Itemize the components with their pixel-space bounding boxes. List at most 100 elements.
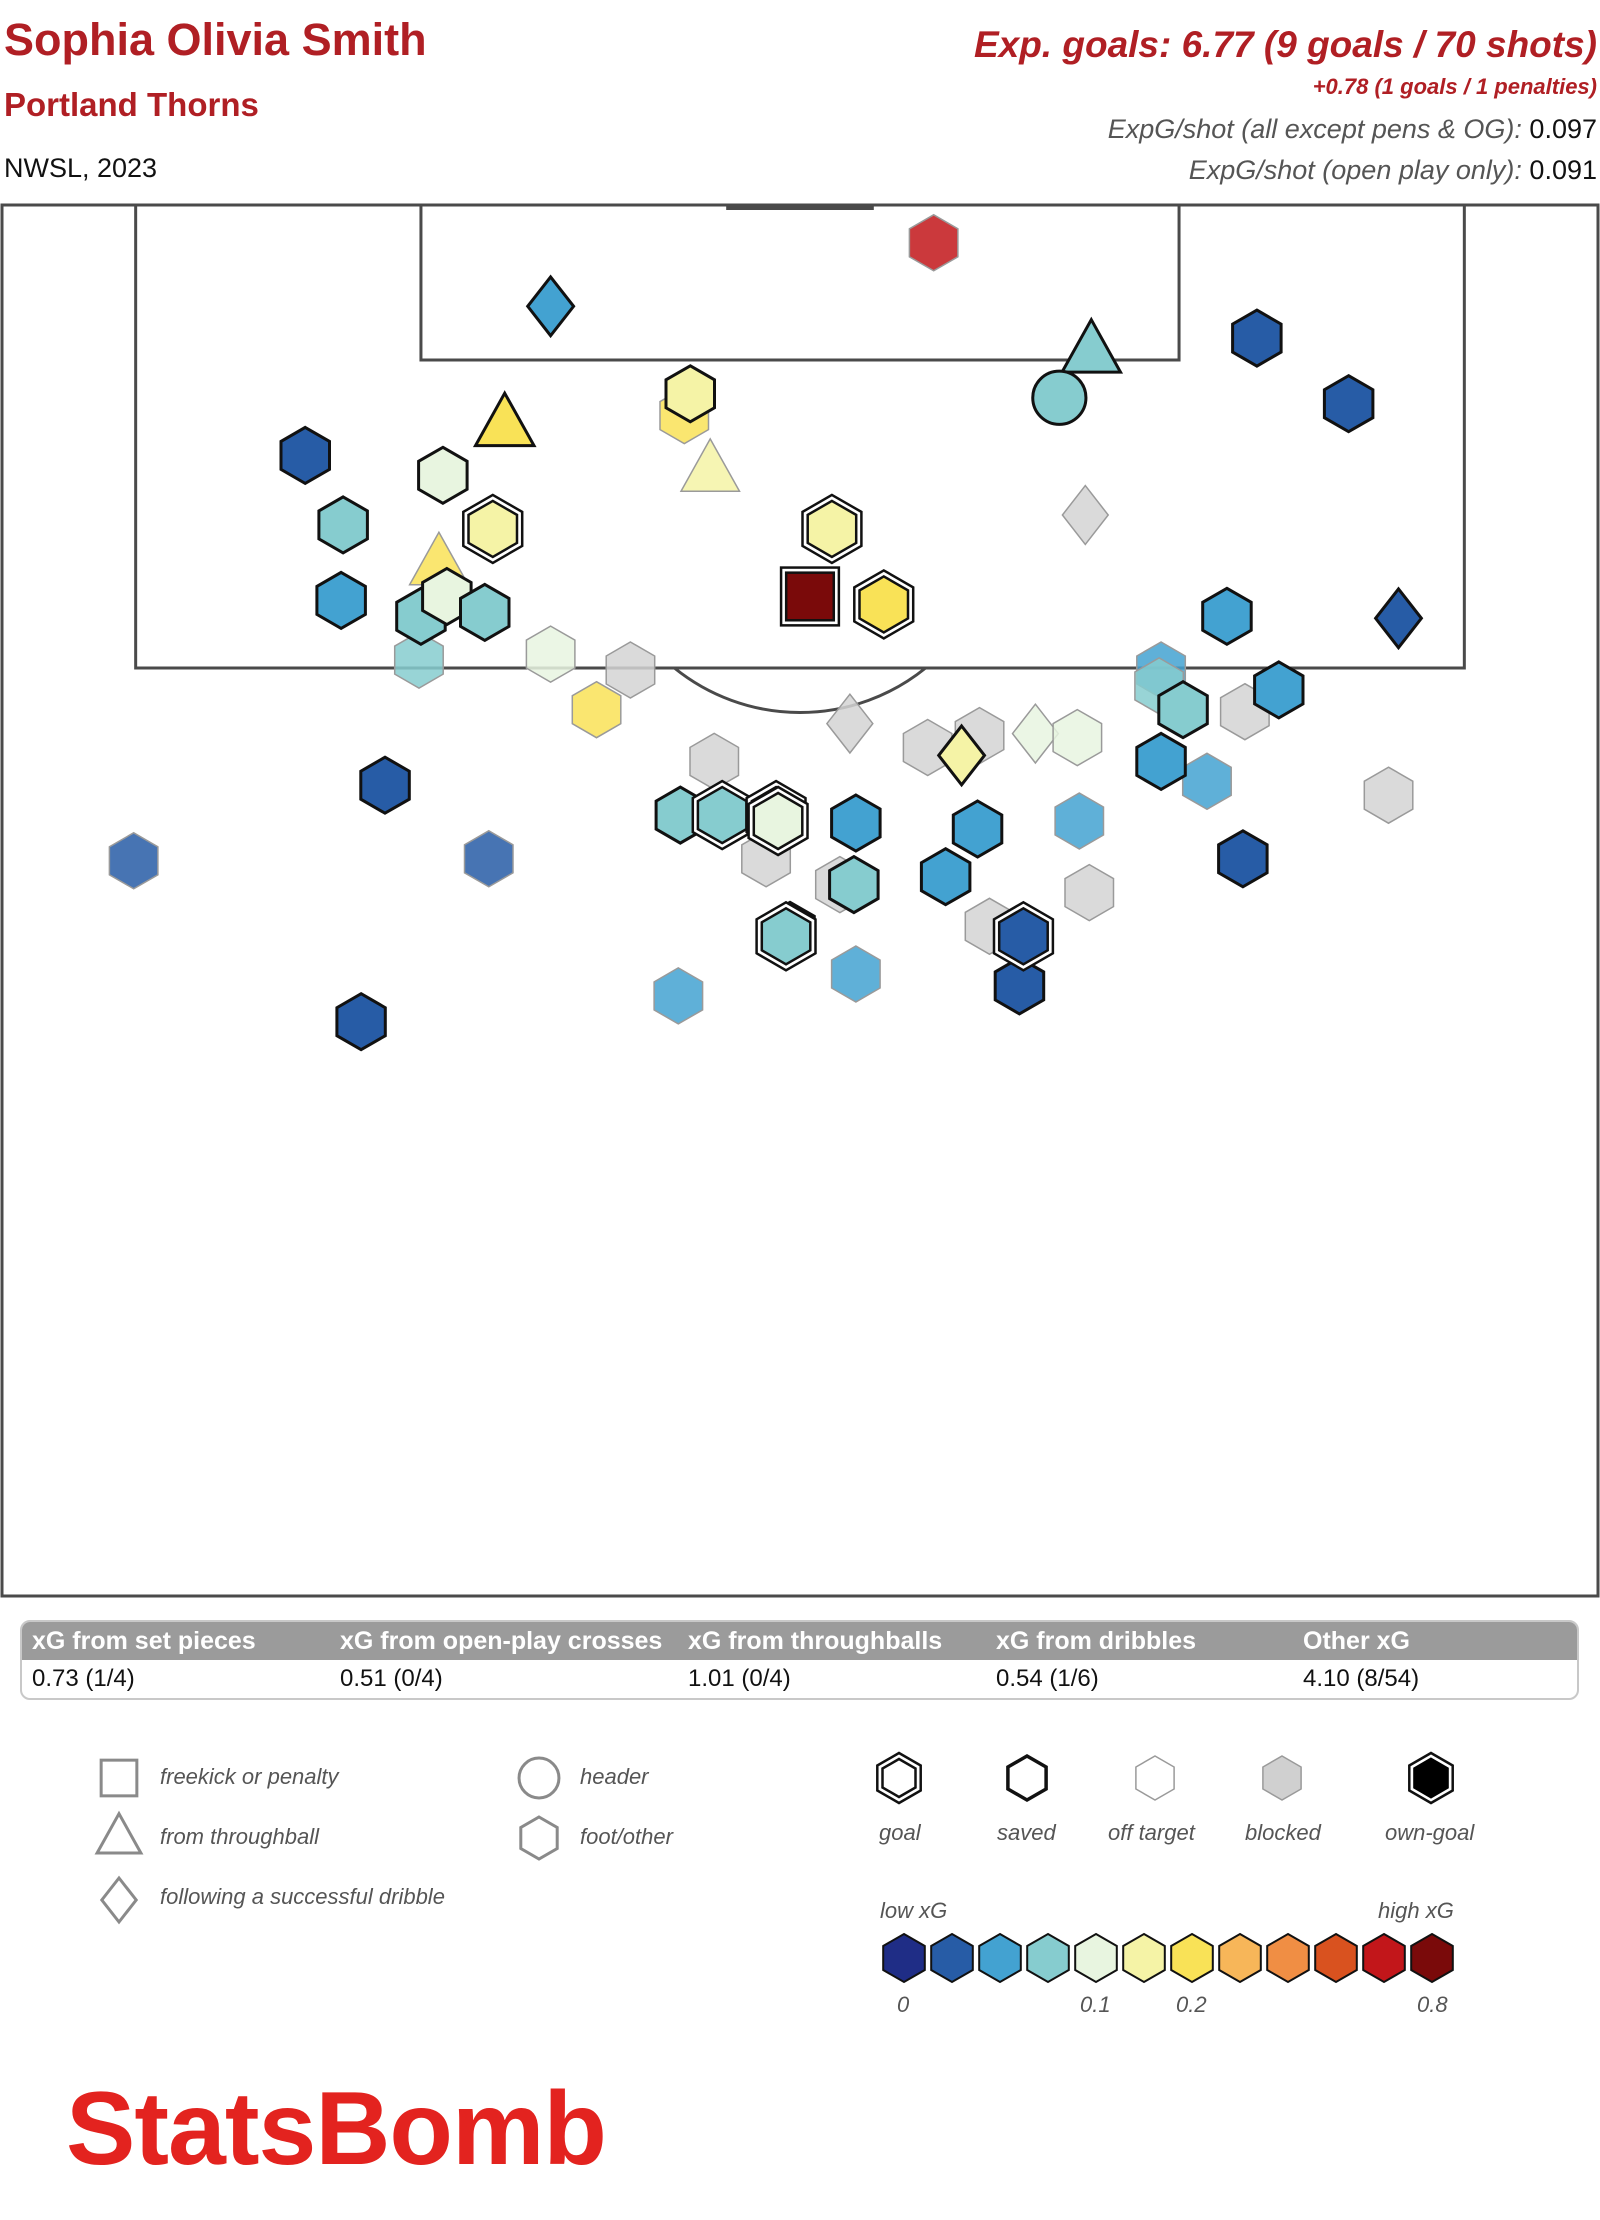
shot-marker-foot-goal	[755, 900, 817, 972]
legend-scale-swatch	[1218, 1932, 1262, 1984]
shot-marker-foot-saved	[1322, 373, 1375, 434]
shot-marker-foot-off-target	[393, 631, 444, 689]
table-header-crosses: xG from open-play crosses	[340, 1627, 663, 1655]
legend-outcome-own-goal	[1408, 1751, 1454, 1805]
shot-marker-foot-saved	[1135, 731, 1187, 792]
shot-marker-foot-saved	[993, 956, 1046, 1016]
shot-marker-foot-blocked	[1064, 863, 1115, 922]
legend-scale-swatch	[1074, 1932, 1118, 1984]
legend-scale-swatch	[1410, 1932, 1454, 1984]
shot-marker-foot-saved	[417, 445, 469, 506]
competition-label: NWSL, 2023	[4, 153, 158, 183]
table-header-throughballs: xG from throughballs	[688, 1627, 943, 1655]
xg-per-shot-label: ExpG/shot (all except pens & OG):	[1107, 114, 1522, 144]
shots-layer	[108, 213, 1424, 1052]
statsbomb-logo: StatsBomb	[66, 2071, 607, 2187]
legend-scale-tick-0-2: 0.2	[1176, 1992, 1207, 2017]
shot-marker-foot-saved	[335, 991, 387, 1052]
legend-scale-swatch	[1362, 1932, 1406, 1984]
legend-label-throughball: from throughball	[160, 1824, 319, 1849]
shot-marker-foot-off-target	[571, 680, 622, 739]
shot-marker-throughball-off-target	[679, 437, 741, 493]
legend-label-dribble: following a successful dribble	[160, 1884, 445, 1909]
penalty-summary: +0.78 (1 goals / 1 penalties)	[1312, 74, 1597, 99]
legend-shape-freekick	[99, 1758, 139, 1798]
table-value-dribbles: 0.54 (1/6)	[996, 1665, 1099, 1692]
shot-marker-header-saved	[1031, 369, 1088, 426]
legend-shape-foot	[519, 1815, 559, 1861]
shot-marker-foot-saved	[1231, 308, 1283, 368]
legend-scale-tick-0-8: 0.8	[1417, 1992, 1448, 2017]
shot-marker-foot-goal	[992, 900, 1055, 972]
shot-marker-dribble-saved	[525, 274, 576, 339]
xg-per-shot-open-play-value: 0.091	[1529, 155, 1597, 185]
shot-marker-foot-goal	[747, 785, 809, 857]
pitch-outline	[0, 203, 1600, 1598]
shot-marker-foot-off-target	[830, 945, 881, 1003]
shot-marker-dribble-blocked	[1061, 484, 1110, 546]
shot-marker-dribble-saved	[1373, 586, 1424, 651]
shot-marker-foot-saved	[919, 846, 972, 907]
shot-marker-foot-saved	[951, 799, 1004, 859]
table-header-set-pieces: xG from set pieces	[32, 1627, 256, 1655]
penalty-arc	[673, 666, 927, 715]
shot-marker-foot-saved	[1253, 660, 1305, 720]
shot-marker-foot-saved	[664, 364, 716, 424]
legend-shape-dribble	[99, 1875, 139, 1925]
table-header-other: Other xG	[1303, 1627, 1410, 1655]
legend-scale-swatch	[1266, 1932, 1310, 1984]
shot-marker-foot-saved	[1201, 586, 1253, 647]
shot-marker-foot-off-target	[463, 829, 514, 888]
legend-outcome-off-target	[1135, 1755, 1175, 1801]
legend-label-blocked: blocked	[1245, 1820, 1321, 1845]
shot-marker-dribble-saved	[936, 723, 987, 788]
shot-marker-foot-blocked	[902, 718, 953, 777]
shot-marker-foot-off-target	[1052, 708, 1103, 767]
shot-marker-throughball-saved	[1059, 316, 1124, 374]
shot-marker-foot-goal	[462, 493, 524, 565]
shot-marker-foot-saved	[830, 793, 882, 853]
shot-marker-foot-saved	[459, 582, 511, 643]
legend-outcome-blocked	[1262, 1755, 1302, 1801]
xg-per-shot-row: ExpG/shot (all except pens & OG): 0.097	[1108, 114, 1597, 145]
legend-label-goal: goal	[879, 1820, 921, 1845]
legend-scale-tick-0: 0	[897, 1992, 910, 2017]
xg-per-shot-value: 0.097	[1529, 114, 1597, 144]
xg-per-shot-open-play-row: ExpG/shot (open play only): 0.091	[1189, 155, 1597, 186]
pitch-lines	[0, 203, 1600, 1598]
shot-marker-foot-blocked	[605, 641, 656, 699]
table-header-dribbles: xG from dribbles	[996, 1627, 1197, 1655]
shot-marker-foot-saved	[421, 566, 473, 627]
legend-label-saved: saved	[997, 1820, 1056, 1845]
legend-shape-throughball	[94, 1810, 144, 1855]
shot-marker-foot-saved	[359, 755, 411, 815]
shot-marker-foot-saved	[828, 854, 880, 915]
table-value-set-pieces: 0.73 (1/4)	[32, 1665, 135, 1692]
xg-summary: Exp. goals: 6.77 (9 goals / 70 shots)	[973, 24, 1597, 65]
legend-outcome-saved	[1006, 1753, 1048, 1803]
legend-label-off-target: off target	[1108, 1820, 1195, 1845]
shot-marker-foot-off-target	[108, 831, 159, 890]
shot-marker-foot-goal	[853, 568, 915, 640]
shot-marker-foot-off-target	[525, 625, 576, 683]
legend-scale-tick-0-1: 0.1	[1080, 1992, 1111, 2017]
shot-marker-dribble-blocked	[825, 692, 874, 755]
shot-marker-foot-off-target	[908, 213, 959, 272]
shot-marker-foot-saved	[317, 495, 369, 555]
xg-per-shot-open-play-label: ExpG/shot (open play only):	[1188, 155, 1522, 185]
legend	[94, 1751, 1454, 1984]
legend-label-own-goal: own-goal	[1385, 1820, 1475, 1845]
legend-label-foot: foot/other	[580, 1824, 673, 1849]
shot-marker-foot-off-target	[1054, 792, 1105, 850]
shot-marker-foot-off-target	[653, 967, 704, 1025]
legend-scale-swatch	[930, 1932, 974, 1984]
shot-marker-foot-saved	[1157, 679, 1209, 740]
xg-breakdown-table: xG from set pieces xG from open-play cro…	[20, 1620, 1579, 1700]
player-name: Sophia Olivia Smith	[4, 14, 427, 65]
shot-marker-foot-saved	[315, 570, 367, 631]
table-value-crosses: 0.51 (0/4)	[340, 1665, 443, 1692]
legend-scale-swatch	[1026, 1932, 1070, 1984]
shot-marker-foot-blocked	[1363, 766, 1414, 825]
legend-scale-swatch	[1170, 1932, 1214, 1984]
